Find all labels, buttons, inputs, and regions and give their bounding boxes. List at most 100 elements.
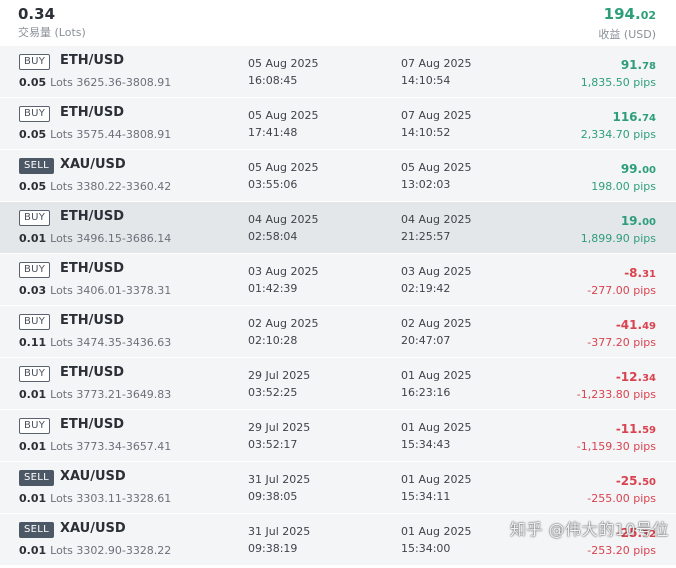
price-range: 3380.22-3360.42 [76, 180, 172, 193]
open-datetime: 02 Aug 2025 02:10:28 [248, 315, 318, 349]
close-time: 14:10:52 [401, 126, 451, 139]
open-date: 04 Aug 2025 [248, 213, 319, 226]
open-datetime: 31 Jul 2025 09:38:05 [248, 471, 310, 505]
profit-value: -11.59 [615, 422, 656, 436]
pips-value: -253.20 pips [587, 544, 656, 557]
side-badge: BUY [19, 54, 51, 70]
trade-row[interactable]: SELL XAU/USD 0.01 Lots 3303.11-3328.61 31 Ju… [0, 462, 676, 514]
open-datetime: 03 Aug 2025 01:42:39 [248, 263, 318, 297]
lots-unit: Lots [50, 440, 73, 453]
open-date: 05 Aug 2025 [248, 57, 319, 70]
trade-row[interactable]: BUY ETH/USD 0.05 Lots 3575.44-3808.91 05 Aug… [0, 98, 676, 150]
open-date: 29 Jul 2025 [248, 369, 311, 382]
trade-row[interactable]: BUY ETH/USD 0.11 Lots 3474.35-3436.63 02 Aug… [0, 306, 676, 358]
trade-row[interactable]: BUY ETH/USD 0.01 Lots 3773.21-3649.83 29 Jul… [0, 358, 676, 410]
symbol-label: ETH/USD [60, 417, 125, 432]
side-badge: BUY [19, 262, 51, 278]
lots-line: 0.01 Lots 3773.34-3657.41 [19, 439, 171, 455]
pips-value: -1,233.80 pips [576, 388, 656, 401]
close-datetime: 01 Aug 2025 15:34:00 [401, 523, 471, 557]
open-date: 03 Aug 2025 [248, 265, 319, 278]
lots-line: 0.03 Lots 3406.01-3378.31 [19, 283, 171, 299]
trade-row[interactable]: BUY ETH/USD 0.01 Lots 3773.34-3657.41 29 Jul… [0, 410, 676, 462]
close-datetime: 03 Aug 2025 02:19:42 [401, 263, 471, 297]
close-time: 15:34:43 [401, 438, 451, 451]
profit-value: -25.50 [615, 474, 656, 488]
lots-value: 0.05 [19, 128, 47, 141]
open-time: 16:08:45 [248, 74, 298, 87]
total-profit-value: 194.02 [603, 5, 656, 23]
lots-line: 0.01 Lots 3303.11-3328.61 [19, 491, 171, 507]
trade-row[interactable]: BUY ETH/USD 0.01 Lots 3496.15-3686.14 04 Aug… [0, 202, 676, 254]
price-range: 3303.11-3328.61 [76, 492, 172, 505]
price-range: 3406.01-3378.31 [76, 284, 172, 297]
close-date: 01 Aug 2025 [401, 369, 472, 382]
open-time: 01:42:39 [248, 282, 298, 295]
close-date: 01 Aug 2025 [401, 421, 472, 434]
side-badge: SELL [19, 158, 55, 174]
open-date: 05 Aug 2025 [248, 161, 319, 174]
lots-unit: Lots [50, 180, 73, 193]
symbol-label: ETH/USD [60, 53, 125, 68]
total-lots-label: 交易量 (Lots) [18, 26, 86, 39]
trade-row[interactable]: BUY ETH/USD 0.03 Lots 3406.01-3378.31 03 Aug… [0, 254, 676, 306]
open-time: 03:52:25 [248, 386, 298, 399]
lots-value: 0.01 [19, 232, 47, 245]
close-datetime: 02 Aug 2025 20:47:07 [401, 315, 471, 349]
open-time: 17:41:48 [248, 126, 298, 139]
side-badge: SELL [19, 522, 55, 538]
close-date: 03 Aug 2025 [401, 265, 472, 278]
lots-value: 0.01 [19, 544, 47, 557]
profit-value: 91.78 [620, 58, 656, 72]
lots-line: 0.05 Lots 3575.44-3808.91 [19, 127, 171, 143]
lots-unit: Lots [50, 284, 73, 297]
trade-row[interactable]: SELL XAU/USD 0.01 Lots 3302.90-3328.22 31 Ju… [0, 514, 676, 566]
profit-value: 116.74 [612, 110, 656, 124]
profit-block: -25.50 -255.00 pips [587, 473, 656, 506]
profit-value: 99.00 [620, 162, 656, 176]
lots-line: 0.01 Lots 3496.15-3686.14 [19, 231, 171, 247]
total-profit-label: 收益 (USD) [598, 28, 656, 41]
symbol-label: ETH/USD [60, 261, 125, 276]
open-time: 03:55:06 [248, 178, 298, 191]
trade-row[interactable]: SELL XAU/USD 0.05 Lots 3380.22-3360.42 05 Au… [0, 150, 676, 202]
close-datetime: 07 Aug 2025 14:10:54 [401, 55, 471, 89]
lots-value: 0.01 [19, 492, 47, 505]
pips-value: -377.20 pips [587, 336, 656, 349]
price-range: 3496.15-3686.14 [76, 232, 172, 245]
trade-row[interactable]: BUY ETH/USD 0.05 Lots 3625.36-3808.91 05 Aug… [0, 46, 676, 98]
close-datetime: 05 Aug 2025 13:02:03 [401, 159, 471, 193]
total-lots-block: 0.34 交易量 (Lots) [18, 5, 86, 41]
close-time: 15:34:11 [401, 490, 451, 503]
open-date: 05 Aug 2025 [248, 109, 319, 122]
watermark: 知乎 @伟大的10号位 [510, 520, 669, 539]
price-range: 3773.21-3649.83 [76, 388, 172, 401]
open-date: 29 Jul 2025 [248, 421, 311, 434]
close-datetime: 07 Aug 2025 14:10:52 [401, 107, 471, 141]
close-datetime: 01 Aug 2025 15:34:43 [401, 419, 471, 453]
lots-value: 0.05 [19, 76, 47, 89]
profit-block: -8.31 -277.00 pips [587, 265, 656, 298]
lots-line: 0.11 Lots 3474.35-3436.63 [19, 335, 171, 351]
profit-value: 19.00 [620, 214, 656, 228]
lots-value: 0.05 [19, 180, 47, 193]
lots-value: 0.03 [19, 284, 47, 297]
pips-value: 1,835.50 pips [580, 76, 656, 89]
open-datetime: 29 Jul 2025 03:52:17 [248, 419, 310, 453]
profit-block: -41.49 -377.20 pips [587, 317, 656, 350]
open-datetime: 04 Aug 2025 02:58:04 [248, 211, 318, 245]
close-date: 07 Aug 2025 [401, 57, 472, 70]
open-time: 09:38:19 [248, 542, 298, 555]
lots-unit: Lots [50, 336, 73, 349]
side-badge: BUY [19, 366, 51, 382]
price-range: 3302.90-3328.22 [76, 544, 172, 557]
close-date: 01 Aug 2025 [401, 525, 472, 538]
trade-history-list: BUY ETH/USD 0.05 Lots 3625.36-3808.91 05 Aug… [0, 46, 676, 566]
close-datetime: 01 Aug 2025 16:23:16 [401, 367, 471, 401]
lots-unit: Lots [50, 128, 73, 141]
side-badge: SELL [19, 470, 55, 486]
profit-block: 99.00 198.00 pips [591, 161, 656, 194]
profit-block: 91.78 1,835.50 pips [581, 57, 656, 90]
symbol-label: ETH/USD [60, 313, 125, 328]
close-datetime: 04 Aug 2025 21:25:57 [401, 211, 471, 245]
